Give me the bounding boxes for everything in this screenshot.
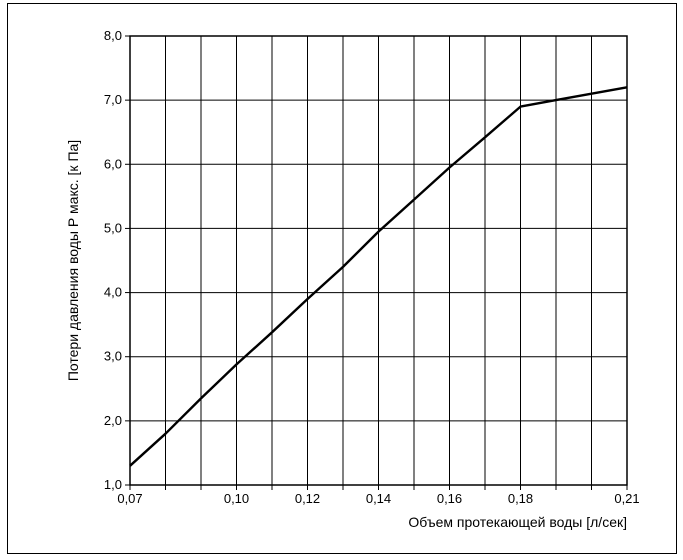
x-tick-label: 0,18 bbox=[508, 491, 533, 506]
x-tick-label: 0,12 bbox=[295, 491, 320, 506]
chart-frame bbox=[7, 3, 677, 554]
y-tick-label: 2,0 bbox=[104, 413, 122, 428]
y-axis-ticks: 1,0 2,0 3,0 4,0 5,0 6,0 7,0 8,0 bbox=[104, 28, 122, 492]
data-series bbox=[129, 86, 628, 467]
y-tick-label: 8,0 bbox=[104, 28, 122, 43]
y-tick-label: 3,0 bbox=[104, 349, 122, 364]
y-tick-label: 5,0 bbox=[104, 220, 122, 235]
x-tick-label: 0,10 bbox=[224, 491, 249, 506]
chart-grid bbox=[125, 35, 628, 490]
plot-area-border bbox=[129, 35, 628, 486]
y-tick-label: 7,0 bbox=[104, 92, 122, 107]
y-tick-label: 1,0 bbox=[104, 477, 122, 492]
y-axis-title: Потери давления воды Р макс. [к Па] bbox=[65, 140, 81, 381]
x-tick-label: 0,21 bbox=[614, 491, 639, 506]
x-tick-label: 0,16 bbox=[437, 491, 462, 506]
y-tick-label: 4,0 bbox=[104, 285, 122, 300]
series-line bbox=[129, 86, 628, 467]
x-axis-title: Объем протекающей воды [л/сек] bbox=[408, 514, 627, 530]
y-tick-label: 6,0 bbox=[104, 156, 122, 171]
x-axis-ticks: 0,07 0,10 0,12 0,14 0,16 0,18 0,21 bbox=[117, 491, 639, 506]
x-tick-label: 0,14 bbox=[366, 491, 391, 506]
x-tick-label: 0,07 bbox=[117, 491, 142, 506]
